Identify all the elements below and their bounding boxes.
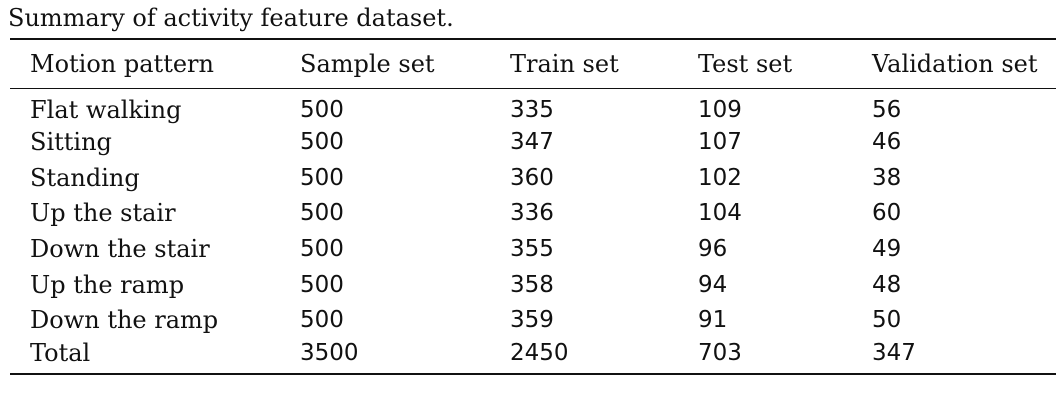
cell-train-set: 359 xyxy=(510,307,554,334)
table-row: Up the stair 500 336 104 60 xyxy=(10,196,1056,232)
cell-motion-pattern: Down the stair xyxy=(30,235,210,264)
cell-motion-pattern: Flat walking xyxy=(30,95,182,124)
cell-motion-pattern: Total xyxy=(30,338,91,367)
cell-sample-set: 500 xyxy=(300,96,344,123)
cell-test-set: 104 xyxy=(698,200,742,227)
cell-train-set: 336 xyxy=(510,200,554,227)
cell-validation-set: 50 xyxy=(872,307,902,334)
cell-train-set: 360 xyxy=(510,164,554,191)
cell-motion-pattern: Down the ramp xyxy=(30,306,219,335)
cell-sample-set: 500 xyxy=(300,164,344,191)
cell-test-set: 94 xyxy=(698,271,728,298)
cell-motion-pattern: Standing xyxy=(30,163,140,192)
header-validation-set: Validation set xyxy=(872,50,1038,78)
cell-sample-set: 500 xyxy=(300,129,344,156)
cell-train-set: 355 xyxy=(510,236,554,263)
table-row: Down the stair 500 355 96 49 xyxy=(10,231,1056,267)
table-header-row: Motion pattern Sample set Train set Test… xyxy=(10,39,1056,89)
cell-sample-set: 500 xyxy=(300,271,344,298)
header-sample-set: Sample set xyxy=(300,50,435,78)
cell-motion-pattern: Up the ramp xyxy=(30,270,185,299)
cell-motion-pattern: Up the stair xyxy=(30,199,176,228)
cell-train-set: 358 xyxy=(510,271,554,298)
cell-test-set: 107 xyxy=(698,129,742,156)
header-motion-pattern: Motion pattern xyxy=(30,50,214,78)
cell-test-set: 703 xyxy=(698,339,742,366)
cell-train-set: 2450 xyxy=(510,339,569,366)
cell-validation-set: 46 xyxy=(872,129,902,156)
cell-test-set: 102 xyxy=(698,164,742,191)
cell-validation-set: 48 xyxy=(872,271,902,298)
cell-validation-set: 38 xyxy=(872,164,902,191)
cell-sample-set: 3500 xyxy=(300,339,359,366)
table-row: Up the ramp 500 358 94 48 xyxy=(10,267,1056,303)
cell-train-set: 335 xyxy=(510,96,554,123)
cell-sample-set: 500 xyxy=(300,236,344,263)
cell-test-set: 109 xyxy=(698,96,742,123)
cell-sample-set: 500 xyxy=(300,200,344,227)
cell-test-set: 91 xyxy=(698,307,728,334)
table-row-total: Total 3500 2450 703 347 xyxy=(10,338,1056,374)
cell-sample-set: 500 xyxy=(300,307,344,334)
header-test-set: Test set xyxy=(698,50,793,78)
table-row: Standing 500 360 102 38 xyxy=(10,160,1056,196)
cell-train-set: 347 xyxy=(510,129,554,156)
cell-validation-set: 60 xyxy=(872,200,902,227)
cell-validation-set: 49 xyxy=(872,236,902,263)
table-row: Sitting 500 347 107 46 xyxy=(10,124,1056,160)
cell-validation-set: 56 xyxy=(872,96,902,123)
table-row: Down the ramp 500 359 91 50 xyxy=(10,303,1056,339)
cell-test-set: 96 xyxy=(698,236,728,263)
cell-validation-set: 347 xyxy=(872,339,916,366)
cell-motion-pattern: Sitting xyxy=(30,128,112,157)
table-caption: Summary of activity feature dataset. xyxy=(8,4,454,32)
activity-feature-table: Motion pattern Sample set Train set Test… xyxy=(10,38,1056,375)
table-row: Flat walking 500 335 109 56 xyxy=(10,89,1056,125)
header-train-set: Train set xyxy=(510,50,619,78)
